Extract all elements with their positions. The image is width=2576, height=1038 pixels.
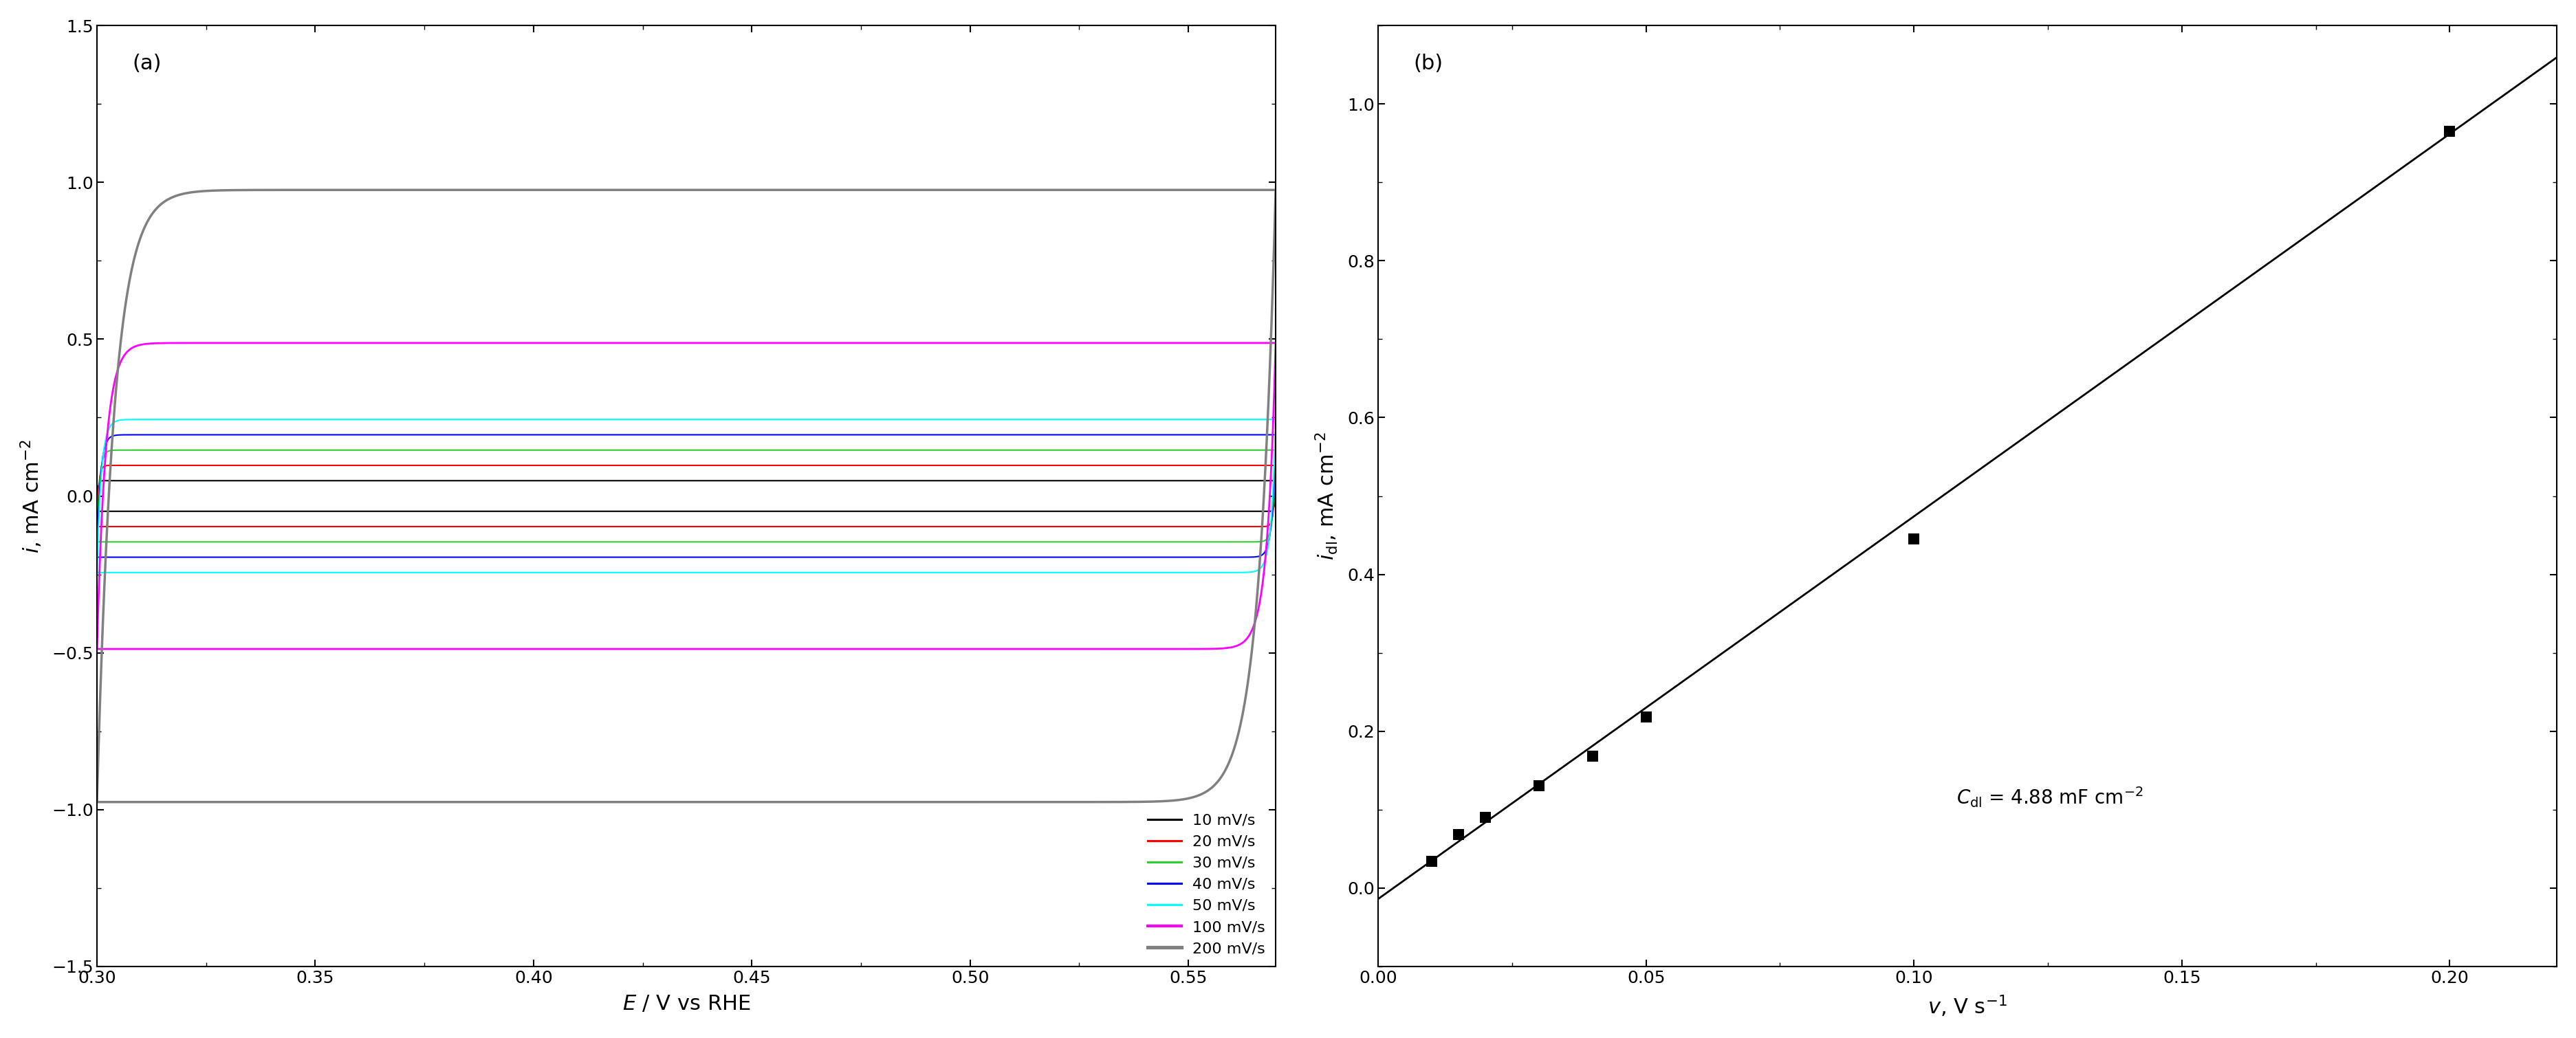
Point xyxy=(1412,853,1453,870)
Text: (b): (b) xyxy=(1414,54,1443,74)
X-axis label: $v$, V s$^{-1}$: $v$, V s$^{-1}$ xyxy=(1927,993,2007,1019)
Y-axis label: $i$, mA cm$^{-2}$: $i$, mA cm$^{-2}$ xyxy=(18,439,44,553)
Point xyxy=(1437,826,1479,843)
Point xyxy=(1466,809,1507,825)
Legend: 10 mV/s, 20 mV/s, 30 mV/s, 40 mV/s, 50 mV/s, 100 mV/s, 200 mV/s: 10 mV/s, 20 mV/s, 30 mV/s, 40 mV/s, 50 m… xyxy=(1144,811,1267,959)
Y-axis label: $i_\mathrm{dl}$, mA cm$^{-2}$: $i_\mathrm{dl}$, mA cm$^{-2}$ xyxy=(1314,432,1340,561)
Point xyxy=(2429,124,2470,140)
Text: (a): (a) xyxy=(131,54,162,74)
X-axis label: $E$ / V vs RHE: $E$ / V vs RHE xyxy=(623,993,750,1014)
Text: $C_\mathrm{dl}$ = 4.88 mF cm$^{-2}$: $C_\mathrm{dl}$ = 4.88 mF cm$^{-2}$ xyxy=(1958,785,2143,809)
Point xyxy=(1517,777,1558,794)
Point xyxy=(1571,748,1613,765)
Point xyxy=(1893,530,1935,547)
Point xyxy=(1625,709,1667,726)
